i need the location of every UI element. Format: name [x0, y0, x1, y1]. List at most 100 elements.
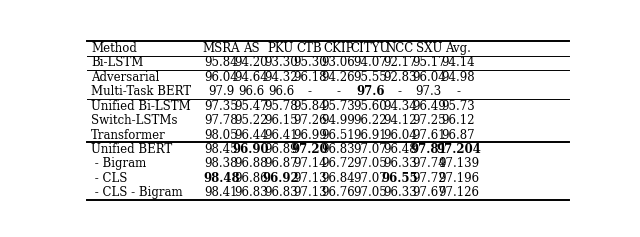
Text: Switch-LSTMs: Switch-LSTMs: [91, 114, 177, 127]
Text: 98.05: 98.05: [205, 128, 238, 141]
Text: MSRA: MSRA: [202, 42, 240, 55]
Text: 97.26: 97.26: [293, 114, 326, 127]
Text: 96.99: 96.99: [292, 128, 326, 141]
Text: 92.83: 92.83: [383, 71, 417, 84]
Text: 97.67: 97.67: [412, 186, 445, 199]
Text: Avg.: Avg.: [445, 42, 472, 55]
Text: 94.98: 94.98: [442, 71, 476, 84]
Text: 96.44: 96.44: [234, 128, 268, 141]
Text: 96.04: 96.04: [205, 71, 238, 84]
Text: 97.07: 97.07: [353, 143, 387, 156]
Text: 97.9: 97.9: [208, 85, 234, 98]
Text: 97.61: 97.61: [412, 128, 445, 141]
Text: 95.78: 95.78: [264, 100, 298, 113]
Text: CITYU: CITYU: [351, 42, 390, 55]
Text: - Bigram: - Bigram: [91, 157, 146, 170]
Text: 95.84: 95.84: [293, 100, 326, 113]
Text: PKU: PKU: [268, 42, 294, 55]
Text: 95.84: 95.84: [205, 56, 238, 69]
Text: 97.13: 97.13: [293, 186, 326, 199]
Text: 97.139: 97.139: [438, 157, 479, 170]
Text: 96.15: 96.15: [264, 114, 298, 127]
Text: 97.13: 97.13: [293, 172, 326, 185]
Text: 96.51: 96.51: [322, 128, 355, 141]
Text: 94.64: 94.64: [234, 71, 268, 84]
Text: Multi-Task BERT: Multi-Task BERT: [91, 85, 191, 98]
Text: 97.20: 97.20: [291, 143, 328, 156]
Text: 93.06: 93.06: [321, 56, 355, 69]
Text: 96.87: 96.87: [264, 157, 298, 170]
Text: Adversarial: Adversarial: [91, 71, 159, 84]
Text: 95.73: 95.73: [321, 100, 355, 113]
Text: 96.6: 96.6: [268, 85, 294, 98]
Text: -: -: [308, 85, 312, 98]
Text: 92.17: 92.17: [383, 56, 417, 69]
Text: 95.22: 95.22: [234, 114, 268, 127]
Text: 96.48: 96.48: [383, 143, 417, 156]
Text: 95.30: 95.30: [292, 56, 326, 69]
Text: 96.86: 96.86: [234, 172, 268, 185]
Text: 94.07: 94.07: [353, 56, 387, 69]
Text: 96.76: 96.76: [321, 186, 355, 199]
Text: 93.30: 93.30: [264, 56, 298, 69]
Text: 95.55: 95.55: [353, 71, 387, 84]
Text: 96.6: 96.6: [238, 85, 264, 98]
Text: SXU: SXU: [415, 42, 442, 55]
Text: 96.55: 96.55: [381, 172, 418, 185]
Text: 96.87: 96.87: [442, 128, 476, 141]
Text: Transformer: Transformer: [91, 128, 166, 141]
Text: 96.91: 96.91: [353, 128, 387, 141]
Text: 96.12: 96.12: [442, 114, 475, 127]
Text: 94.14: 94.14: [442, 56, 476, 69]
Text: 94.99: 94.99: [321, 114, 355, 127]
Text: -: -: [337, 85, 340, 98]
Text: 97.74: 97.74: [412, 157, 445, 170]
Text: Unified Bi-LSTM: Unified Bi-LSTM: [91, 100, 191, 113]
Text: Bi-LSTM: Bi-LSTM: [91, 56, 143, 69]
Text: 97.07: 97.07: [353, 172, 387, 185]
Text: 97.204: 97.204: [436, 143, 481, 156]
Text: 97.14: 97.14: [293, 157, 326, 170]
Text: 97.35: 97.35: [205, 100, 238, 113]
Text: 97.78: 97.78: [205, 114, 238, 127]
Text: 96.33: 96.33: [383, 157, 417, 170]
Text: 95.73: 95.73: [442, 100, 476, 113]
Text: 96.04: 96.04: [383, 128, 417, 141]
Text: NCC: NCC: [386, 42, 414, 55]
Text: 96.90: 96.90: [233, 143, 269, 156]
Text: 94.20: 94.20: [234, 56, 268, 69]
Text: AS: AS: [243, 42, 259, 55]
Text: CKIP: CKIP: [323, 42, 354, 55]
Text: 94.12: 94.12: [383, 114, 417, 127]
Text: 96.72: 96.72: [322, 157, 355, 170]
Text: 96.84: 96.84: [322, 172, 355, 185]
Text: 97.25: 97.25: [412, 114, 445, 127]
Text: 94.34: 94.34: [383, 100, 417, 113]
Text: - CLS - Bigram: - CLS - Bigram: [91, 186, 182, 199]
Text: 97.72: 97.72: [412, 172, 445, 185]
Text: CTB: CTB: [297, 42, 323, 55]
Text: 97.05: 97.05: [353, 157, 387, 170]
Text: - CLS: - CLS: [91, 172, 127, 185]
Text: -: -: [456, 85, 460, 98]
Text: Method: Method: [91, 42, 137, 55]
Text: 98.48: 98.48: [203, 172, 239, 185]
Text: 96.83: 96.83: [234, 186, 268, 199]
Text: 95.17: 95.17: [412, 56, 445, 69]
Text: 96.83: 96.83: [322, 143, 355, 156]
Text: 97.81: 97.81: [410, 143, 447, 156]
Text: 98.41: 98.41: [205, 186, 238, 199]
Text: 96.18: 96.18: [293, 71, 326, 84]
Text: 96.88: 96.88: [234, 157, 268, 170]
Text: 96.04: 96.04: [412, 71, 445, 84]
Text: 95.47: 95.47: [234, 100, 268, 113]
Text: 96.83: 96.83: [264, 186, 298, 199]
Text: 97.6: 97.6: [356, 85, 385, 98]
Text: 97.126: 97.126: [438, 186, 479, 199]
Text: 98.45: 98.45: [205, 143, 238, 156]
Text: -: -: [398, 85, 402, 98]
Text: 98.38: 98.38: [205, 157, 238, 170]
Text: 96.33: 96.33: [383, 186, 417, 199]
Text: 96.22: 96.22: [353, 114, 387, 127]
Text: 96.49: 96.49: [412, 100, 445, 113]
